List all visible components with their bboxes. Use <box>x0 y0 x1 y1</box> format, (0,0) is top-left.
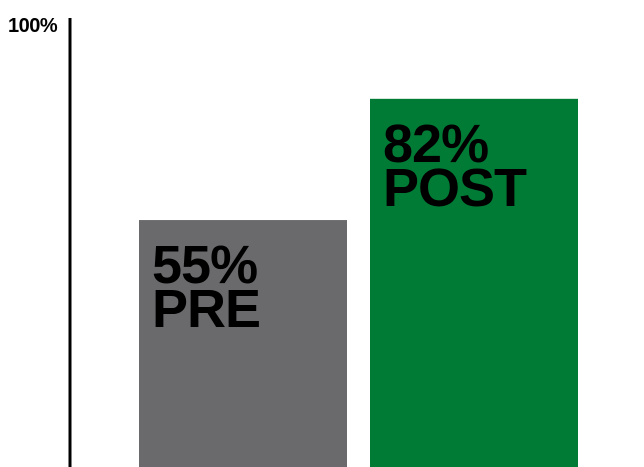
bar-pre <box>139 220 347 467</box>
bar-value-label-pre: 55% <box>152 235 257 295</box>
bars-layer <box>139 98 578 467</box>
bar-post <box>370 98 578 467</box>
y-axis-max-label: 100% <box>8 15 58 37</box>
bar-category-label-post: POST <box>383 158 527 218</box>
bar-value-label-post: 82% <box>383 114 488 174</box>
labels-layer: 55%PRE 82%POST <box>152 114 528 339</box>
bar-category-label-pre: PRE <box>152 279 260 339</box>
